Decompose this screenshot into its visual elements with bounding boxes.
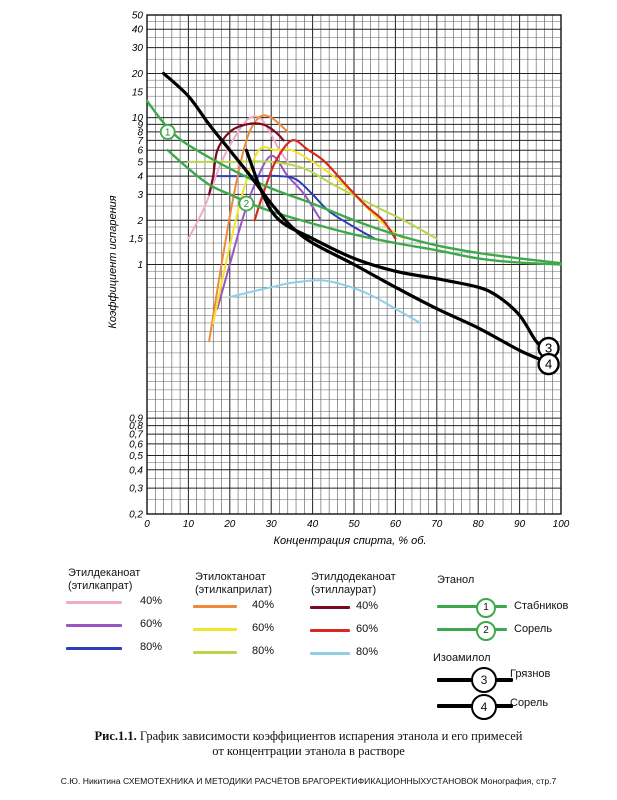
legend-pct: 60% [252, 622, 275, 634]
legend-name-sorel: Сорель [514, 623, 553, 635]
chart: 0,20,30,40,50,60,70,80,911,5234567891015… [107, 11, 570, 548]
legend-pct: 60% [356, 623, 379, 635]
legend-line-ethyl-octanoate-40 [193, 605, 237, 608]
legend-name-sorel: Сорель [510, 697, 549, 709]
series-line-11 [166, 149, 563, 266]
legend-line-ethyl-dodecanoate-80 [310, 652, 350, 655]
legend-pct: 60% [140, 618, 163, 630]
x-tick-label: 40 [307, 519, 319, 530]
series-line-2 [216, 154, 322, 310]
x-tick-label: 50 [348, 519, 360, 530]
x-tick-label: 10 [183, 519, 195, 530]
x-tick-label: 60 [390, 519, 402, 530]
x-tick-label: 80 [473, 519, 485, 530]
legend-pct: 80% [252, 645, 275, 657]
curve-marker-label-1: 1 [165, 127, 171, 138]
legend-name-stabnikov: Стабников [514, 600, 569, 612]
y-tick-label: 30 [132, 43, 144, 54]
legend-pct: 40% [356, 600, 379, 612]
y-tick-label: 50 [132, 11, 144, 22]
y-axis-label: Коэффициент испарения [107, 195, 119, 328]
y-tick-label: 15 [132, 87, 144, 98]
chart-axes: 0,20,30,40,50,60,70,80,911,5234567891015… [129, 11, 570, 531]
y-tick-label: 0,5 [129, 451, 143, 462]
y-tick-label: 0,7 [129, 430, 143, 441]
x-tick-label: 90 [514, 519, 526, 530]
y-tick-label: 4 [137, 172, 143, 183]
legend-line-ethanol-2 [437, 628, 507, 631]
series-line-1 [187, 115, 289, 240]
y-tick-label: 0,9 [129, 414, 143, 425]
figure-caption: Рис.1.1. График зависимости коэффициенто… [0, 729, 617, 759]
y-tick-label: 1 [137, 260, 143, 271]
legend-name-gryaznov: Грязнов [510, 668, 551, 680]
legend-line-ethyl-dodecanoate-60 [310, 629, 350, 632]
y-tick-label: 6 [137, 146, 143, 157]
x-tick-label: 30 [266, 519, 278, 530]
legend-pct: 80% [140, 641, 163, 653]
y-tick-label: 2 [136, 216, 143, 227]
series-line-12 [244, 148, 551, 355]
x-tick-label: 0 [144, 519, 150, 530]
legend-title-ethyl-decanoate: Этилдеканоат (этилкапрат) [68, 567, 141, 592]
y-tick-label: 0,8 [129, 421, 143, 432]
series-line-8 [253, 139, 397, 240]
curve-marker-label-2: 2 [244, 199, 250, 210]
chart-curve-markers: 1 2 34 [159, 123, 560, 376]
legend-title-ethanol: Этанол [437, 574, 475, 586]
curve-marker-label-4: 4 [545, 357, 552, 372]
y-tick-label: 5 [137, 157, 143, 168]
source-credit: С.Ю. Никитина СХЕМОТЕХНИКА И МЕТОДИКИ РА… [60, 776, 557, 786]
y-tick-label: 40 [132, 25, 144, 36]
y-tick-label: 9 [137, 120, 143, 131]
series-line-7 [208, 122, 285, 196]
legend-title-ethyl-dodecanoate: Этилдодеканоат (этиллаурат) [311, 571, 396, 596]
legend-num-4: 4 [471, 694, 497, 720]
y-tick-label: 0,4 [129, 465, 143, 476]
series-line-6 [187, 160, 438, 240]
legend-title-isoamylol: Изоамилол [433, 652, 491, 664]
y-tick-label: 8 [137, 127, 143, 138]
x-tick-label: 100 [553, 519, 570, 530]
legend-pct: 80% [356, 646, 379, 658]
caption-line-1: График зависимости коэффициентов испарен… [136, 729, 523, 743]
y-tick-label: 1,5 [129, 234, 143, 245]
x-tick-label: 20 [223, 519, 236, 530]
legend-num-3: 3 [471, 667, 497, 693]
legend-pct: 40% [140, 595, 163, 607]
series-line-4 [208, 114, 289, 343]
curve-marker-4 [537, 352, 560, 376]
x-tick-label: 70 [431, 519, 443, 530]
y-tick-label: 7 [137, 136, 143, 147]
legend-pct: 40% [252, 599, 275, 611]
chart-series [145, 71, 563, 363]
legend-line-ethyl-decanoate-60 [66, 624, 122, 627]
y-tick-label: 10 [132, 113, 144, 124]
series-line-9 [228, 279, 422, 324]
legend-title-ethyl-octanoate: Этилоктаноат (этилкаприлат) [195, 571, 273, 596]
legend-num-1: 1 [476, 598, 496, 618]
legend-line-ethanol-1 [437, 605, 507, 608]
y-tick-label: 3 [137, 190, 143, 201]
legend-line-ethyl-dodecanoate-40 [310, 606, 350, 609]
figure-label: Рис.1.1. [94, 729, 137, 743]
legend-line-ethyl-decanoate-80 [66, 647, 122, 650]
y-tick-label: 0,3 [129, 484, 143, 495]
x-axis-label: Концентрация спирта, % об. [274, 535, 427, 547]
series-line-13 [162, 71, 546, 363]
legend-line-ethyl-octanoate-60 [193, 628, 237, 631]
legend-line-ethyl-octanoate-80 [193, 651, 237, 654]
y-tick-label: 0,2 [129, 510, 143, 521]
legend-num-2: 2 [476, 621, 496, 641]
curve-marker-label-3: 3 [545, 341, 552, 356]
legend-line-ethyl-decanoate-40 [66, 601, 122, 604]
y-tick-label: 20 [131, 69, 144, 80]
curve-marker-2 [238, 195, 255, 212]
y-tick-label: 0,6 [129, 439, 143, 450]
caption-line-2: от концентрации этанола в растворе [212, 744, 405, 758]
curve-marker-1 [159, 123, 176, 140]
